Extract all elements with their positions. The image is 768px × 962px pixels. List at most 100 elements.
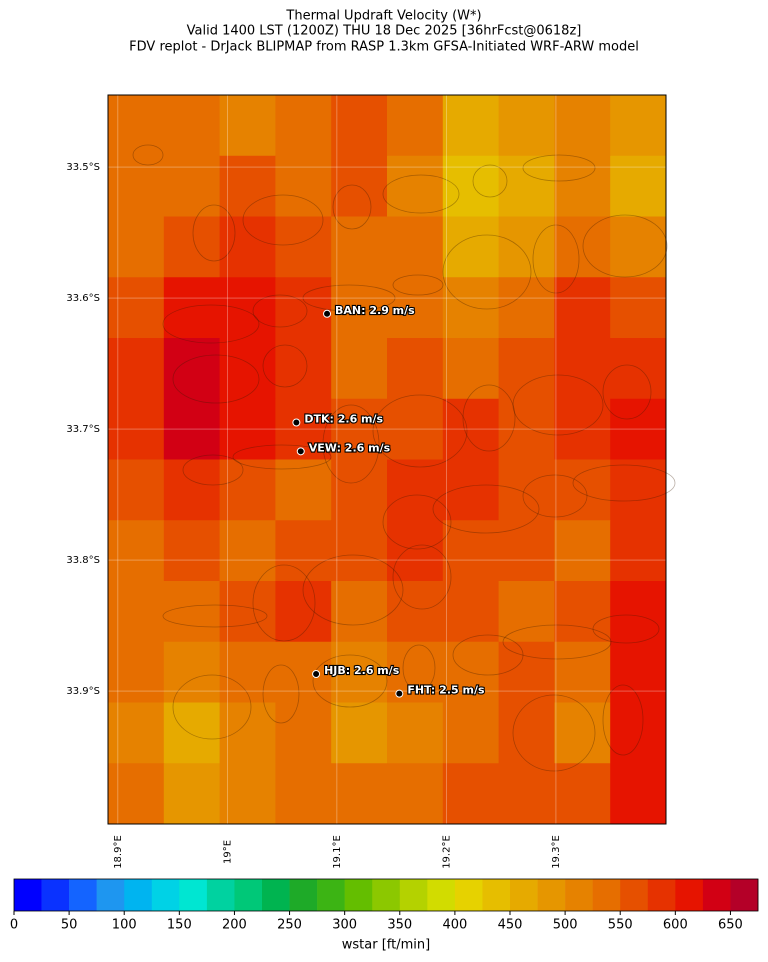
station-label: DTK: 2.6 m/s (304, 412, 383, 425)
wstar-cell (387, 459, 444, 521)
colorbar-tick-label: 600 (663, 918, 688, 933)
map: BAN: 2.9 m/s DTK: 2.6 m/s VEW: 2.6 m/s HJB:… (107, 94, 676, 825)
contour (232, 444, 332, 470)
wstar-cell (275, 581, 332, 643)
lon-label: 18.9°E (113, 835, 124, 869)
station-dot (323, 309, 332, 318)
colorbar-bin (537, 879, 566, 911)
station-dot (292, 418, 301, 427)
wstar-cell (219, 520, 276, 582)
wstar-cell (163, 338, 221, 400)
colorbar-bin (41, 879, 70, 911)
contour (382, 494, 452, 550)
wstar-cell (387, 277, 444, 339)
wstar-cell (331, 398, 388, 460)
contour (322, 404, 380, 484)
wstar-cell (610, 95, 667, 157)
contour (382, 174, 460, 214)
wstar-cell (554, 155, 611, 217)
wstar-cell (610, 459, 667, 521)
colorbar-bin (454, 879, 483, 911)
wstar-cell (219, 581, 276, 643)
wstar-cell (163, 702, 221, 764)
contour (452, 634, 524, 676)
wstar-cell (387, 216, 444, 278)
colorbar-tick-label: 550 (608, 918, 633, 933)
wstar-cell (275, 95, 332, 157)
contour (392, 274, 444, 296)
colorbar: 0 50 100 150 200 250 300 350 400 450 500 550 600 650 (10, 878, 759, 933)
wstar-cell (610, 155, 667, 217)
colorbar-bin (702, 879, 731, 911)
lat-label: 33.7°S (66, 424, 100, 435)
colorbar-tick-label: 50 (61, 918, 78, 933)
wstar-cell (387, 398, 444, 460)
colorbar-bin (96, 879, 125, 911)
contour (262, 344, 308, 388)
wstar-cell (163, 520, 221, 582)
contour (132, 144, 164, 166)
colorbar-bin (565, 879, 593, 911)
wstar-cell (498, 459, 555, 521)
colorbar-bin (179, 879, 208, 911)
contour (522, 474, 588, 518)
wstar-cell (387, 763, 444, 825)
title-line: Valid 1400 LST (1200Z) THU 18 Dec 2025 [… (187, 24, 582, 39)
wstar-cell (331, 763, 388, 825)
wstar-cell (108, 459, 165, 521)
wstar-cell (275, 702, 332, 764)
wstar-cell (331, 581, 388, 643)
wstar-cell (554, 95, 611, 157)
colorbar-tick-label: 350 (387, 918, 412, 933)
wstar-cell (554, 581, 611, 643)
colorbar-label: wstar [ft/min] (342, 938, 430, 953)
wstar-cell (331, 520, 388, 582)
contour (262, 664, 300, 724)
wstar-cell (554, 277, 611, 339)
contour (442, 234, 532, 310)
colorbar-bin (372, 879, 401, 911)
colorbar-bin (124, 879, 153, 911)
wstar-cell (498, 520, 555, 582)
wstar-cell (554, 641, 611, 703)
contour (512, 694, 596, 772)
colorbar-bin (69, 879, 97, 911)
wstar-cell (387, 581, 444, 643)
wstar-cell (108, 763, 165, 825)
wstar-cell (610, 702, 667, 764)
wstar-cell (610, 338, 667, 400)
lon-label: 19.2°E (441, 835, 452, 869)
wstar-cell (163, 459, 221, 521)
wstar-cell (387, 338, 444, 400)
colorbar-bin (675, 879, 704, 911)
colorbar-bin (647, 879, 676, 911)
wstar-cell (442, 459, 500, 521)
contour (592, 614, 660, 644)
wstar-cell (219, 155, 276, 217)
wstar-cell (442, 520, 500, 582)
wstar-cell (554, 398, 611, 460)
wstar-cell (610, 520, 667, 582)
contour (392, 544, 452, 610)
contour (312, 654, 388, 708)
station-dot (296, 447, 305, 456)
wstar-cell (219, 95, 276, 157)
wstar-cell (610, 763, 667, 825)
wstar-cell (219, 398, 276, 460)
wstar-cell (498, 702, 555, 764)
map-frame (107, 94, 667, 825)
contour (252, 564, 316, 642)
wstar-cell (275, 155, 332, 217)
wstar-cell (610, 398, 667, 460)
colorbar-bin (482, 879, 511, 911)
colorbar-tick-label: 300 (332, 918, 357, 933)
colorbar-frame (13, 878, 759, 912)
wstar-cell (219, 641, 276, 703)
wstar-cell (442, 398, 500, 460)
contour (572, 464, 676, 502)
wstar-cell (108, 398, 165, 460)
colorbar-bin (399, 879, 428, 911)
contour (602, 684, 644, 756)
wstar-cell (610, 641, 667, 703)
station-label: BAN: 2.9 m/s (335, 304, 415, 317)
